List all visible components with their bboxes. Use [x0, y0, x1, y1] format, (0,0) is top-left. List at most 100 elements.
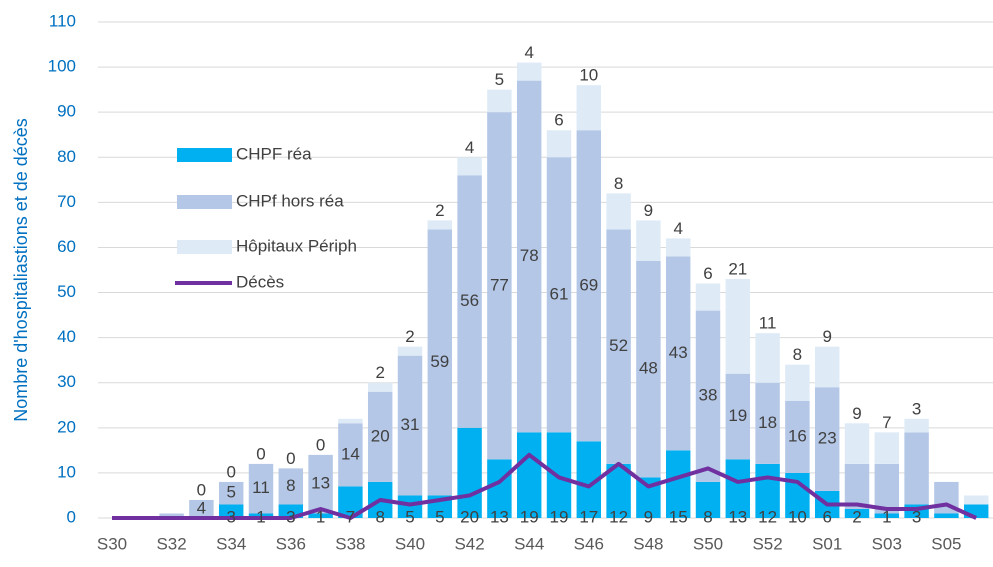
data-label: 13: [728, 507, 747, 526]
data-label: 4: [673, 219, 682, 238]
data-label: 23: [818, 429, 837, 448]
bar-segment: [636, 220, 661, 261]
bar-segment: [814, 346, 840, 388]
x-tick-label: S42: [454, 534, 484, 553]
data-label: 19: [550, 507, 569, 526]
bar-segment: [248, 463, 274, 514]
bar-segment: [218, 504, 244, 518]
data-label: 2: [405, 327, 414, 346]
bar-segment: [308, 513, 333, 518]
line-series: [112, 452, 978, 520]
bar-segment: [844, 423, 870, 464]
bar-segment: [725, 459, 751, 518]
x-tick-label: S50: [693, 534, 723, 553]
bar-segment: [665, 238, 691, 257]
data-label: 8: [286, 476, 295, 495]
data-label: 10: [788, 507, 807, 526]
data-label: 5: [405, 507, 414, 526]
bar-segment: [576, 85, 602, 131]
data-label: 9: [644, 507, 653, 526]
bar-segment: [665, 450, 691, 518]
data-label: 7: [882, 413, 891, 432]
data-label: 2: [852, 507, 861, 526]
data-label: 12: [609, 507, 628, 526]
x-tick-label: S32: [156, 534, 186, 553]
bar-segment: [397, 355, 423, 496]
data-label: 3: [912, 399, 921, 418]
bar-segment: [785, 364, 810, 401]
legend-swatch: [177, 148, 232, 162]
bar-segment: [785, 400, 810, 473]
data-label: 12: [758, 507, 777, 526]
bar-segment: [516, 62, 542, 81]
data-label: 8: [375, 507, 384, 526]
bar-segment: [755, 463, 780, 518]
bar-segment: [725, 279, 751, 374]
data-label: 5: [495, 70, 504, 89]
bar-segment: [457, 157, 482, 176]
bar-segment: [695, 310, 721, 482]
data-label: 3: [226, 507, 235, 526]
bar-segment: [576, 130, 602, 442]
legend-label: Hôpitaux Périph: [236, 236, 357, 255]
data-label: 31: [401, 415, 420, 434]
data-label: 6: [703, 264, 712, 283]
data-label: 5: [435, 507, 444, 526]
data-label: 4: [465, 138, 474, 157]
data-label: 20: [460, 507, 479, 526]
bar-segment: [516, 80, 542, 433]
bar-segment: [874, 513, 900, 518]
data-label: 19: [728, 406, 747, 425]
data-label: 56: [460, 291, 479, 310]
bar-segment: [874, 463, 900, 514]
x-tick-label: S44: [514, 534, 544, 553]
data-label: 52: [609, 336, 628, 355]
y-tick-label: 50: [57, 282, 76, 301]
bar-segment: [874, 432, 900, 464]
bar-segment: [457, 175, 482, 428]
bar-segment: [695, 283, 721, 311]
bar-segment: [218, 481, 244, 505]
legend-label: Décès: [236, 272, 284, 291]
data-label: 9: [822, 327, 831, 346]
data-label: 8: [614, 174, 623, 193]
data-label: 5: [226, 483, 235, 502]
bar-segment: [189, 499, 214, 518]
y-tick-label: 90: [57, 102, 76, 121]
data-label: 19: [520, 507, 539, 526]
data-label: 9: [644, 201, 653, 220]
data-label: 18: [758, 413, 777, 432]
y-tick-label: 70: [57, 192, 76, 211]
bar-segment: [725, 373, 751, 460]
legend-swatch: [177, 240, 232, 254]
bar-segment: [397, 495, 423, 518]
data-label: 15: [669, 507, 688, 526]
bar-segment: [367, 382, 393, 392]
bar-segment: [665, 256, 691, 451]
x-tick-label: S05: [931, 534, 961, 553]
data-label: 2: [375, 363, 384, 382]
x-tick-label: S52: [752, 534, 782, 553]
data-label: 48: [639, 359, 658, 378]
data-label: 10: [579, 66, 598, 85]
data-label: 13: [311, 474, 330, 493]
bar-segment: [755, 382, 780, 464]
bar-segment: [546, 157, 572, 433]
bar-segment: [904, 432, 929, 505]
bar-segment: [814, 387, 840, 491]
y-tick-label: 20: [57, 417, 76, 436]
data-label: 11: [252, 478, 270, 497]
legend-label: CHPf hors réa: [236, 191, 344, 210]
bar-segment: [427, 220, 453, 230]
bar-segment: [159, 513, 184, 518]
bar-segment: [934, 513, 959, 518]
bar-segment: [904, 418, 929, 433]
bar-segment: [248, 513, 274, 518]
y-tick-label: 30: [57, 372, 76, 391]
data-label: 0: [286, 449, 295, 468]
data-label: 21: [728, 260, 747, 279]
data-label: 0: [256, 444, 265, 463]
bar-segment: [606, 229, 631, 464]
data-label: 69: [579, 275, 598, 294]
